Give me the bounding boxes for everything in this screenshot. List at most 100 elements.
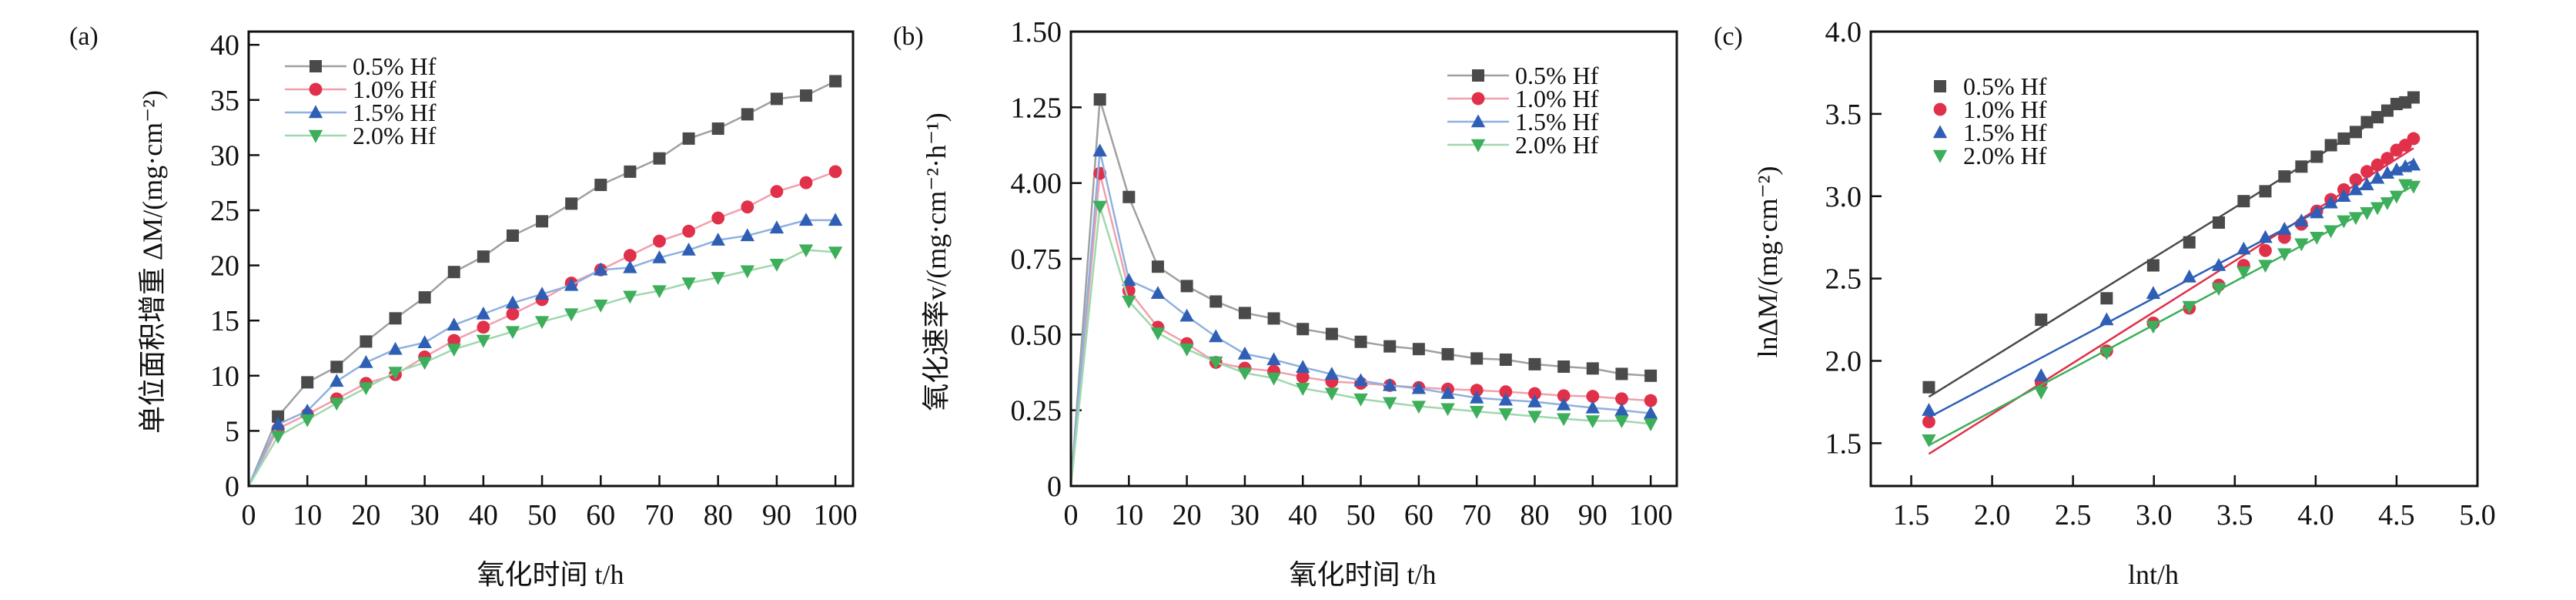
circle-marker — [2370, 158, 2384, 172]
triangle-up-marker — [1469, 390, 1484, 404]
triangle-up-marker — [2294, 213, 2309, 227]
square-marker — [477, 250, 490, 263]
triangle-down-marker — [1266, 372, 1281, 386]
x-tick-label: 4.5 — [2378, 499, 2415, 531]
square-marker — [506, 229, 519, 242]
y-axis-label: 氧化速率v/(mg·cm⁻²·h⁻¹) — [921, 112, 952, 411]
square-marker — [1383, 340, 1397, 353]
panel-label: (c) — [1714, 22, 1743, 51]
triangle-down-marker — [270, 431, 286, 444]
triangle-down-marker — [564, 308, 579, 322]
square-marker — [272, 410, 285, 423]
square-marker — [389, 312, 402, 325]
fit-line — [1928, 185, 2414, 447]
triangle-down-marker — [1922, 434, 1936, 447]
square-marker — [1922, 380, 1935, 394]
square-marker — [565, 197, 578, 210]
y-tick-label: 20 — [210, 250, 239, 283]
triangle-up-marker — [1614, 403, 1629, 416]
legend-label: 2.0% Hf — [1515, 131, 1599, 159]
series-line — [247, 80, 836, 487]
circle-marker — [477, 320, 490, 334]
triangle-down-marker — [359, 382, 373, 396]
triangle-up-marker — [1411, 380, 1427, 394]
y-tick-label: 3.5 — [1825, 99, 1862, 131]
x-tick-label: 50 — [527, 499, 557, 531]
legend-label: 1.5% Hf — [1515, 108, 1599, 136]
x-axis-label: 氧化时间 t/h — [1289, 559, 1436, 590]
triangle-down-marker — [2182, 300, 2196, 314]
triangle-up-marker — [769, 220, 785, 234]
x-tick-label: 60 — [1404, 499, 1434, 531]
y-axis-label: 单位面积增重 ΔM/(mg·cm⁻²) — [137, 90, 168, 434]
circle-marker — [2380, 152, 2394, 166]
square-marker — [741, 108, 754, 121]
square-marker — [2237, 195, 2250, 208]
y-tick-label: 2.5 — [1825, 263, 1862, 296]
x-tick-label: 4.0 — [2297, 499, 2334, 531]
series-20 — [1069, 200, 1658, 487]
square-marker — [2259, 185, 2272, 198]
y-tick-label: 30 — [210, 139, 239, 172]
square-marker — [1296, 323, 1310, 336]
square-marker — [418, 291, 431, 304]
circle-marker — [506, 307, 520, 321]
square-marker — [2212, 216, 2225, 229]
triangle-down-marker — [2323, 225, 2338, 239]
square-marker — [1354, 335, 1367, 348]
legend-label: 2.0% Hf — [1963, 142, 2047, 169]
triangle-down-marker — [2236, 266, 2251, 280]
square-marker — [1151, 260, 1164, 273]
square-marker — [1093, 93, 1106, 106]
legend: 0.5% Hf1.0% Hf1.5% Hf2.0% Hf — [1447, 62, 1599, 159]
triangle-down-marker — [1296, 383, 1310, 396]
x-tick-label: 90 — [762, 499, 791, 531]
circle-marker — [770, 185, 784, 199]
panel-label: (a) — [69, 22, 99, 51]
triangle-up-marker — [2360, 177, 2374, 191]
circle-marker — [2360, 165, 2374, 179]
triangle-up-marker — [1092, 143, 1107, 157]
y-tick-label: 0.25 — [1011, 395, 1062, 427]
x-axis-label: lnt/h — [2128, 559, 2179, 590]
triangle-up-marker — [2310, 205, 2324, 219]
y-tick-label: 35 — [210, 85, 239, 117]
triangle-up-marker — [2099, 312, 2114, 326]
triangle-up-marker — [1209, 329, 1223, 343]
triangle-down-marker — [1470, 139, 1486, 153]
square-marker — [2310, 150, 2323, 163]
square-marker — [447, 266, 460, 279]
circle-marker — [623, 249, 637, 263]
triangle-up-marker — [1237, 346, 1253, 360]
circle-marker — [1470, 384, 1484, 397]
x-tick-label: 90 — [1578, 499, 1607, 531]
square-marker — [1180, 280, 1193, 293]
triangle-down-marker — [1556, 413, 1571, 427]
axes-frame — [1869, 30, 2479, 488]
x-tick-label: 80 — [704, 499, 733, 531]
triangle-up-marker — [2277, 221, 2292, 235]
square-marker — [2371, 111, 2384, 124]
triangle-down-marker — [798, 244, 814, 258]
triangle-down-marker — [2360, 206, 2374, 220]
square-marker — [2349, 126, 2362, 139]
series-15 — [247, 213, 843, 487]
circle-marker — [1528, 387, 1541, 401]
triangle-up-marker — [505, 295, 520, 309]
square-marker — [770, 92, 783, 106]
circle-marker — [741, 200, 754, 214]
triangle-up-marker — [2337, 189, 2351, 202]
triangle-down-marker — [623, 290, 637, 304]
y-tick-label: 40 — [210, 29, 239, 62]
square-marker — [301, 376, 314, 389]
triangle-up-marker — [2380, 166, 2395, 179]
square-marker — [309, 60, 322, 72]
triangle-down-marker — [1150, 327, 1166, 340]
series-line — [247, 219, 836, 487]
triangle-up-marker — [300, 404, 315, 417]
triangle-up-marker — [1324, 367, 1340, 380]
square-marker — [1325, 327, 1338, 340]
series-15 — [1922, 157, 2421, 418]
triangle-up-marker — [2236, 241, 2251, 255]
triangle-down-marker — [769, 258, 785, 272]
